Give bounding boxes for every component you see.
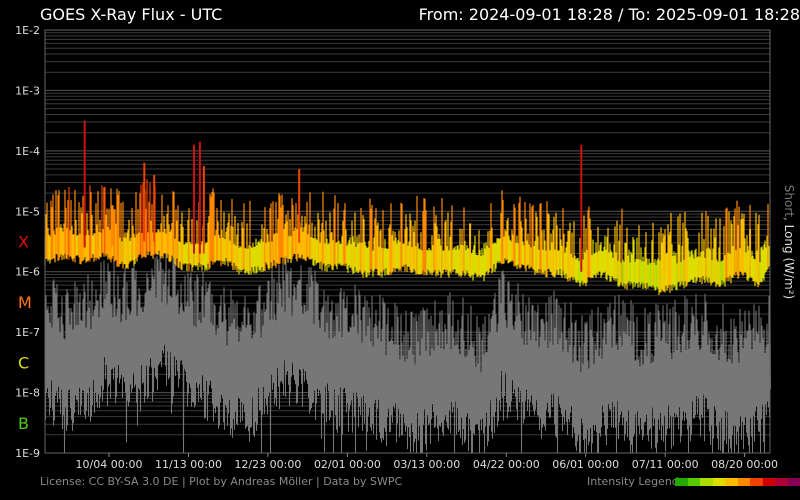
xray-flux-chart: 1E-21E-31E-41E-51E-61E-71E-81E-9 XMCBA 1… <box>15 24 796 470</box>
x-tick-labels: 10/04 00:00 11/13 00:00 12/23 00:00 02/01 0… <box>76 453 778 470</box>
plot-frame <box>44 29 771 454</box>
legend-swatch <box>675 478 688 486</box>
y-tick-labels: 1E-2 1E-3 1E-4 1E-5 1E-6 1E-7 1E-8 1E-9 <box>15 24 40 460</box>
flare-class-labels: XMCBA <box>18 233 32 433</box>
long-series <box>44 120 770 295</box>
chart-title: GOES X-Ray Flux - UTC <box>40 5 223 24</box>
y-tick-label: 1E-3 <box>15 84 40 97</box>
x-tick-label: 12/23 00:00 <box>234 458 301 470</box>
y-axis-label-sep: , <box>782 217 796 225</box>
legend-swatch <box>737 478 750 486</box>
x-tick-label: 03/13 00:00 <box>393 458 460 470</box>
y-axis-label-long: Long (W/m²) <box>782 225 796 300</box>
y-tick-label: 1E-8 <box>15 387 40 400</box>
flare-class-b: B <box>18 414 29 433</box>
legend-swatch <box>700 478 713 486</box>
y-tick-label: 1E-5 <box>15 205 40 218</box>
short-series <box>44 247 771 454</box>
short-series-line <box>44 247 771 454</box>
flare-class-m: M <box>18 293 32 312</box>
legend-swatch <box>725 478 738 486</box>
flare-class-x: X <box>18 233 29 252</box>
flare-class-c: C <box>18 353 29 372</box>
time-range: From: 2024-09-01 18:28 / To: 2025-09-01 … <box>418 5 800 24</box>
x-tick-label: 06/01 00:00 <box>552 458 619 470</box>
y-tick-label: 1E-2 <box>15 24 40 37</box>
y-axis-label-short: Short <box>782 185 796 217</box>
legend-swatch <box>750 478 763 486</box>
intensity-legend-label: Intensity Legend <box>587 475 679 488</box>
legend-swatch <box>775 478 788 486</box>
x-tick-label: 10/04 00:00 <box>76 458 143 470</box>
y-tick-label: 1E-7 <box>15 326 40 339</box>
y-tick-label: 1E-4 <box>15 145 40 158</box>
y-axis-label: Short, Long (W/m²) <box>782 185 796 299</box>
license-text: License: CC BY-SA 3.0 DE | Plot by Andre… <box>40 475 403 488</box>
x-tick-label: 07/11 00:00 <box>632 458 699 470</box>
x-tick-label: 11/13 00:00 <box>155 458 222 470</box>
legend-swatch <box>712 478 725 486</box>
y-tick-label: 1E-6 <box>15 266 40 279</box>
legend-swatch <box>787 478 800 486</box>
x-tick-label: 02/01 00:00 <box>314 458 381 470</box>
legend-swatch <box>687 478 700 486</box>
y-tick-label: 1E-9 <box>15 447 40 460</box>
intensity-legend-bar <box>675 478 800 486</box>
x-tick-label: 04/22 00:00 <box>473 458 540 470</box>
x-tick-label: 08/20 00:00 <box>711 458 778 470</box>
legend-swatch <box>762 478 775 486</box>
